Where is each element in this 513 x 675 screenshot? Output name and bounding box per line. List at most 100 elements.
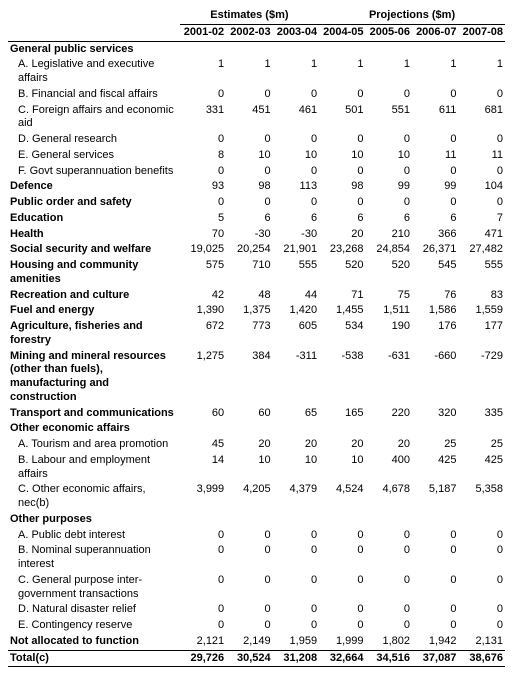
total-cell: 30,524 (226, 650, 272, 667)
data-cell: 1,511 (366, 303, 412, 319)
data-cell: 0 (319, 618, 365, 634)
data-cell: 1 (180, 57, 226, 87)
data-cell: 555 (273, 258, 319, 288)
data-cell: 425 (458, 453, 505, 483)
data-cell: 0 (226, 602, 272, 618)
row-label: F. Govt superannuation benefits (8, 164, 180, 180)
data-cell (366, 41, 412, 57)
data-cell: 6 (319, 211, 365, 227)
row-label: General public services (8, 41, 180, 57)
data-cell: 83 (458, 288, 505, 304)
data-cell (226, 512, 272, 528)
data-cell: 5,358 (458, 482, 505, 512)
data-cell: 7 (458, 211, 505, 227)
data-cell: 0 (180, 87, 226, 103)
data-cell: 2,121 (180, 634, 226, 650)
data-cell (226, 41, 272, 57)
data-cell: 48 (226, 288, 272, 304)
data-cell: 60 (226, 406, 272, 422)
table-row: Social security and welfare19,02520,2542… (8, 242, 505, 258)
data-cell: 384 (226, 349, 272, 406)
data-cell: 113 (273, 179, 319, 195)
data-cell: 20 (319, 437, 365, 453)
data-cell: 1 (458, 57, 505, 87)
data-cell: 534 (319, 319, 365, 349)
data-cell: 0 (273, 618, 319, 634)
row-label: B. Labour and employment affairs (8, 453, 180, 483)
data-cell: 425 (412, 453, 458, 483)
table-row: F. Govt superannuation benefits0000000 (8, 164, 505, 180)
data-cell: 42 (180, 288, 226, 304)
data-cell: 1 (273, 57, 319, 87)
data-cell: 555 (458, 258, 505, 288)
data-cell (458, 41, 505, 57)
data-cell: 0 (366, 602, 412, 618)
data-cell: 0 (366, 132, 412, 148)
data-cell: 71 (319, 288, 365, 304)
row-label: Other economic affairs (8, 421, 180, 437)
data-cell: 0 (273, 528, 319, 544)
row-label: Not allocated to function (8, 634, 180, 650)
data-cell: 20 (366, 437, 412, 453)
data-cell: 0 (226, 618, 272, 634)
estimates-projections-table: Estimates ($m) Projections ($m) 2001-02 … (8, 8, 505, 667)
year-col: 2004-05 (319, 24, 365, 41)
data-cell: 11 (412, 148, 458, 164)
data-cell (412, 512, 458, 528)
data-cell: 0 (412, 195, 458, 211)
table-row: Not allocated to function2,1212,1491,959… (8, 634, 505, 650)
table-row: Defence9398113989999104 (8, 179, 505, 195)
year-col: 2003-04 (273, 24, 319, 41)
data-cell: 0 (458, 618, 505, 634)
data-cell: 520 (366, 258, 412, 288)
data-cell: 2,131 (458, 634, 505, 650)
table-row: B. Labour and employment affairs14101010… (8, 453, 505, 483)
data-cell: 1,420 (273, 303, 319, 319)
table-row: Education5666667 (8, 211, 505, 227)
data-cell: 0 (458, 195, 505, 211)
data-cell: 27,482 (458, 242, 505, 258)
table-body: General public servicesA. Legislative an… (8, 41, 505, 650)
data-cell: 1 (226, 57, 272, 87)
data-cell: 710 (226, 258, 272, 288)
data-cell: 10 (273, 148, 319, 164)
table-row: Public order and safety0000000 (8, 195, 505, 211)
data-cell: 0 (273, 602, 319, 618)
data-cell: 45 (180, 437, 226, 453)
data-cell: 0 (458, 164, 505, 180)
total-cell: 38,676 (458, 650, 505, 667)
data-cell: 4,379 (273, 482, 319, 512)
data-cell: 605 (273, 319, 319, 349)
data-cell: 0 (458, 528, 505, 544)
row-label: Education (8, 211, 180, 227)
data-cell: 0 (180, 618, 226, 634)
data-cell: 10 (366, 148, 412, 164)
data-cell: 611 (412, 103, 458, 133)
data-cell: 0 (180, 132, 226, 148)
data-cell: 4,524 (319, 482, 365, 512)
data-cell: 1,390 (180, 303, 226, 319)
header-projections: Projections ($m) (319, 8, 505, 24)
data-cell: 0 (366, 528, 412, 544)
data-cell: 10 (226, 148, 272, 164)
row-label: Agriculture, fisheries and forestry (8, 319, 180, 349)
data-cell: 672 (180, 319, 226, 349)
table-row: E. Contingency reserve0000000 (8, 618, 505, 634)
data-cell: 98 (319, 179, 365, 195)
data-cell: 0 (180, 602, 226, 618)
table-row: C. Foreign affairs and economic aid33145… (8, 103, 505, 133)
row-label: Health (8, 227, 180, 243)
data-cell: 1,586 (412, 303, 458, 319)
data-cell: 0 (226, 573, 272, 603)
data-cell: 99 (366, 179, 412, 195)
total-row: Total(c) 29,726 30,524 31,208 32,664 34,… (8, 650, 505, 667)
data-cell: 11 (458, 148, 505, 164)
data-cell: 14 (180, 453, 226, 483)
data-cell: 0 (319, 132, 365, 148)
table-row: Other purposes (8, 512, 505, 528)
table-row: B. Financial and fiscal affairs0000000 (8, 87, 505, 103)
data-cell (273, 512, 319, 528)
table-header: Estimates ($m) Projections ($m) 2001-02 … (8, 8, 505, 41)
data-cell: 520 (319, 258, 365, 288)
data-cell: 0 (366, 164, 412, 180)
